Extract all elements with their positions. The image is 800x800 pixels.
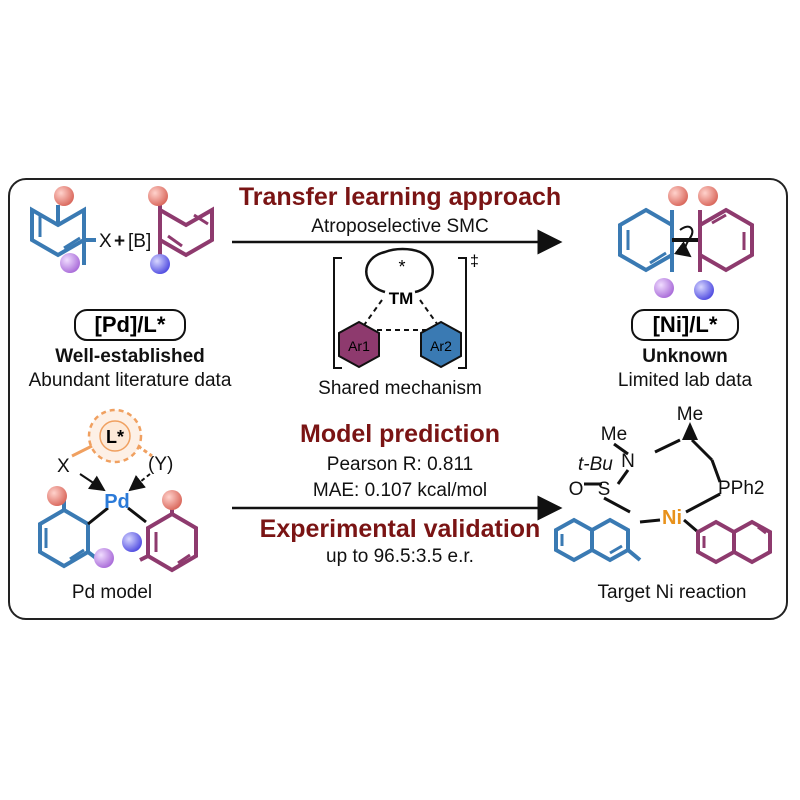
pd-catalyst-box [74, 309, 186, 341]
substituent-ball-salmon [668, 186, 688, 206]
substituent-ball-violet [94, 548, 114, 568]
ni-n-label: N [621, 451, 635, 472]
pd-ligand-label: L* [106, 427, 124, 447]
transfer-heading: Transfer learning approach [239, 183, 561, 211]
ts-ar1-label: Ar1 [348, 338, 370, 354]
ni-o-label: O [569, 479, 584, 500]
ni-metal-label: Ni [662, 507, 682, 529]
mae-label: MAE: 0.107 kcal/mol [313, 480, 487, 501]
ni-s-label: S [598, 479, 611, 500]
substituent-ball-blue [122, 532, 142, 552]
ni-tbu-label: t-Bu [578, 454, 613, 475]
ni-complex-structure [554, 422, 772, 565]
pearson-label: Pearson R: 0.811 [327, 454, 473, 475]
pd-y-label: (Y) [148, 454, 173, 475]
reactant-aryl-halide [30, 186, 96, 273]
substituent-ball-blue [150, 254, 170, 274]
ni-catalyst-label: [Ni]/L* [653, 312, 718, 337]
ni-note-label: Limited lab data [618, 370, 753, 391]
ni-target-caption: Target Ni reaction [598, 582, 747, 603]
ni-me-label-top: Me [677, 404, 703, 425]
ts-dagger: ‡ [470, 253, 479, 270]
experimental-heading: Experimental validation [260, 515, 541, 543]
transition-state [333, 247, 467, 369]
pd-status-label: Well-established [55, 346, 205, 367]
model-prediction-heading: Model prediction [300, 420, 500, 448]
ts-ar2-label: Ar2 [430, 338, 452, 354]
substituent-ball-blue [694, 280, 714, 300]
substituent-ball-salmon [148, 186, 168, 206]
substituent-ball-salmon [54, 186, 74, 206]
pd-metal-label: Pd [104, 491, 130, 513]
er-label: up to 96.5:3.5 e.r. [326, 546, 474, 567]
pd-note-label: Abundant literature data [29, 370, 232, 391]
transfer-subheading: Atroposelective SMC [311, 216, 488, 237]
ni-catalyst-box [631, 309, 739, 341]
substituent-ball-violet [654, 278, 674, 298]
biaryl-product [618, 186, 754, 300]
pd-model-structure [38, 408, 198, 573]
substituent-ball-salmon [47, 486, 67, 506]
pd-x-label: X [57, 456, 70, 477]
substituent-ball-salmon [698, 186, 718, 206]
pd-model-caption: Pd model [72, 582, 152, 603]
plus-sign: + [114, 231, 125, 252]
ts-caption: Shared mechanism [318, 378, 482, 399]
ni-me-label-n: Me [601, 424, 627, 445]
substituent-ball-violet [60, 253, 80, 273]
ni-status-label: Unknown [642, 346, 728, 367]
ts-star: * [398, 257, 405, 277]
substituent-ball-salmon [162, 490, 182, 510]
ts-metal-label: TM [389, 289, 414, 308]
reactant-aryl-boron [148, 186, 214, 274]
boron-label: [B] [128, 231, 151, 252]
reagent-x-label: X [99, 231, 112, 252]
pd-catalyst-label: [Pd]/L* [95, 312, 166, 337]
scheme-frame [8, 178, 788, 620]
ni-pph2-label: PPh2 [718, 478, 764, 499]
